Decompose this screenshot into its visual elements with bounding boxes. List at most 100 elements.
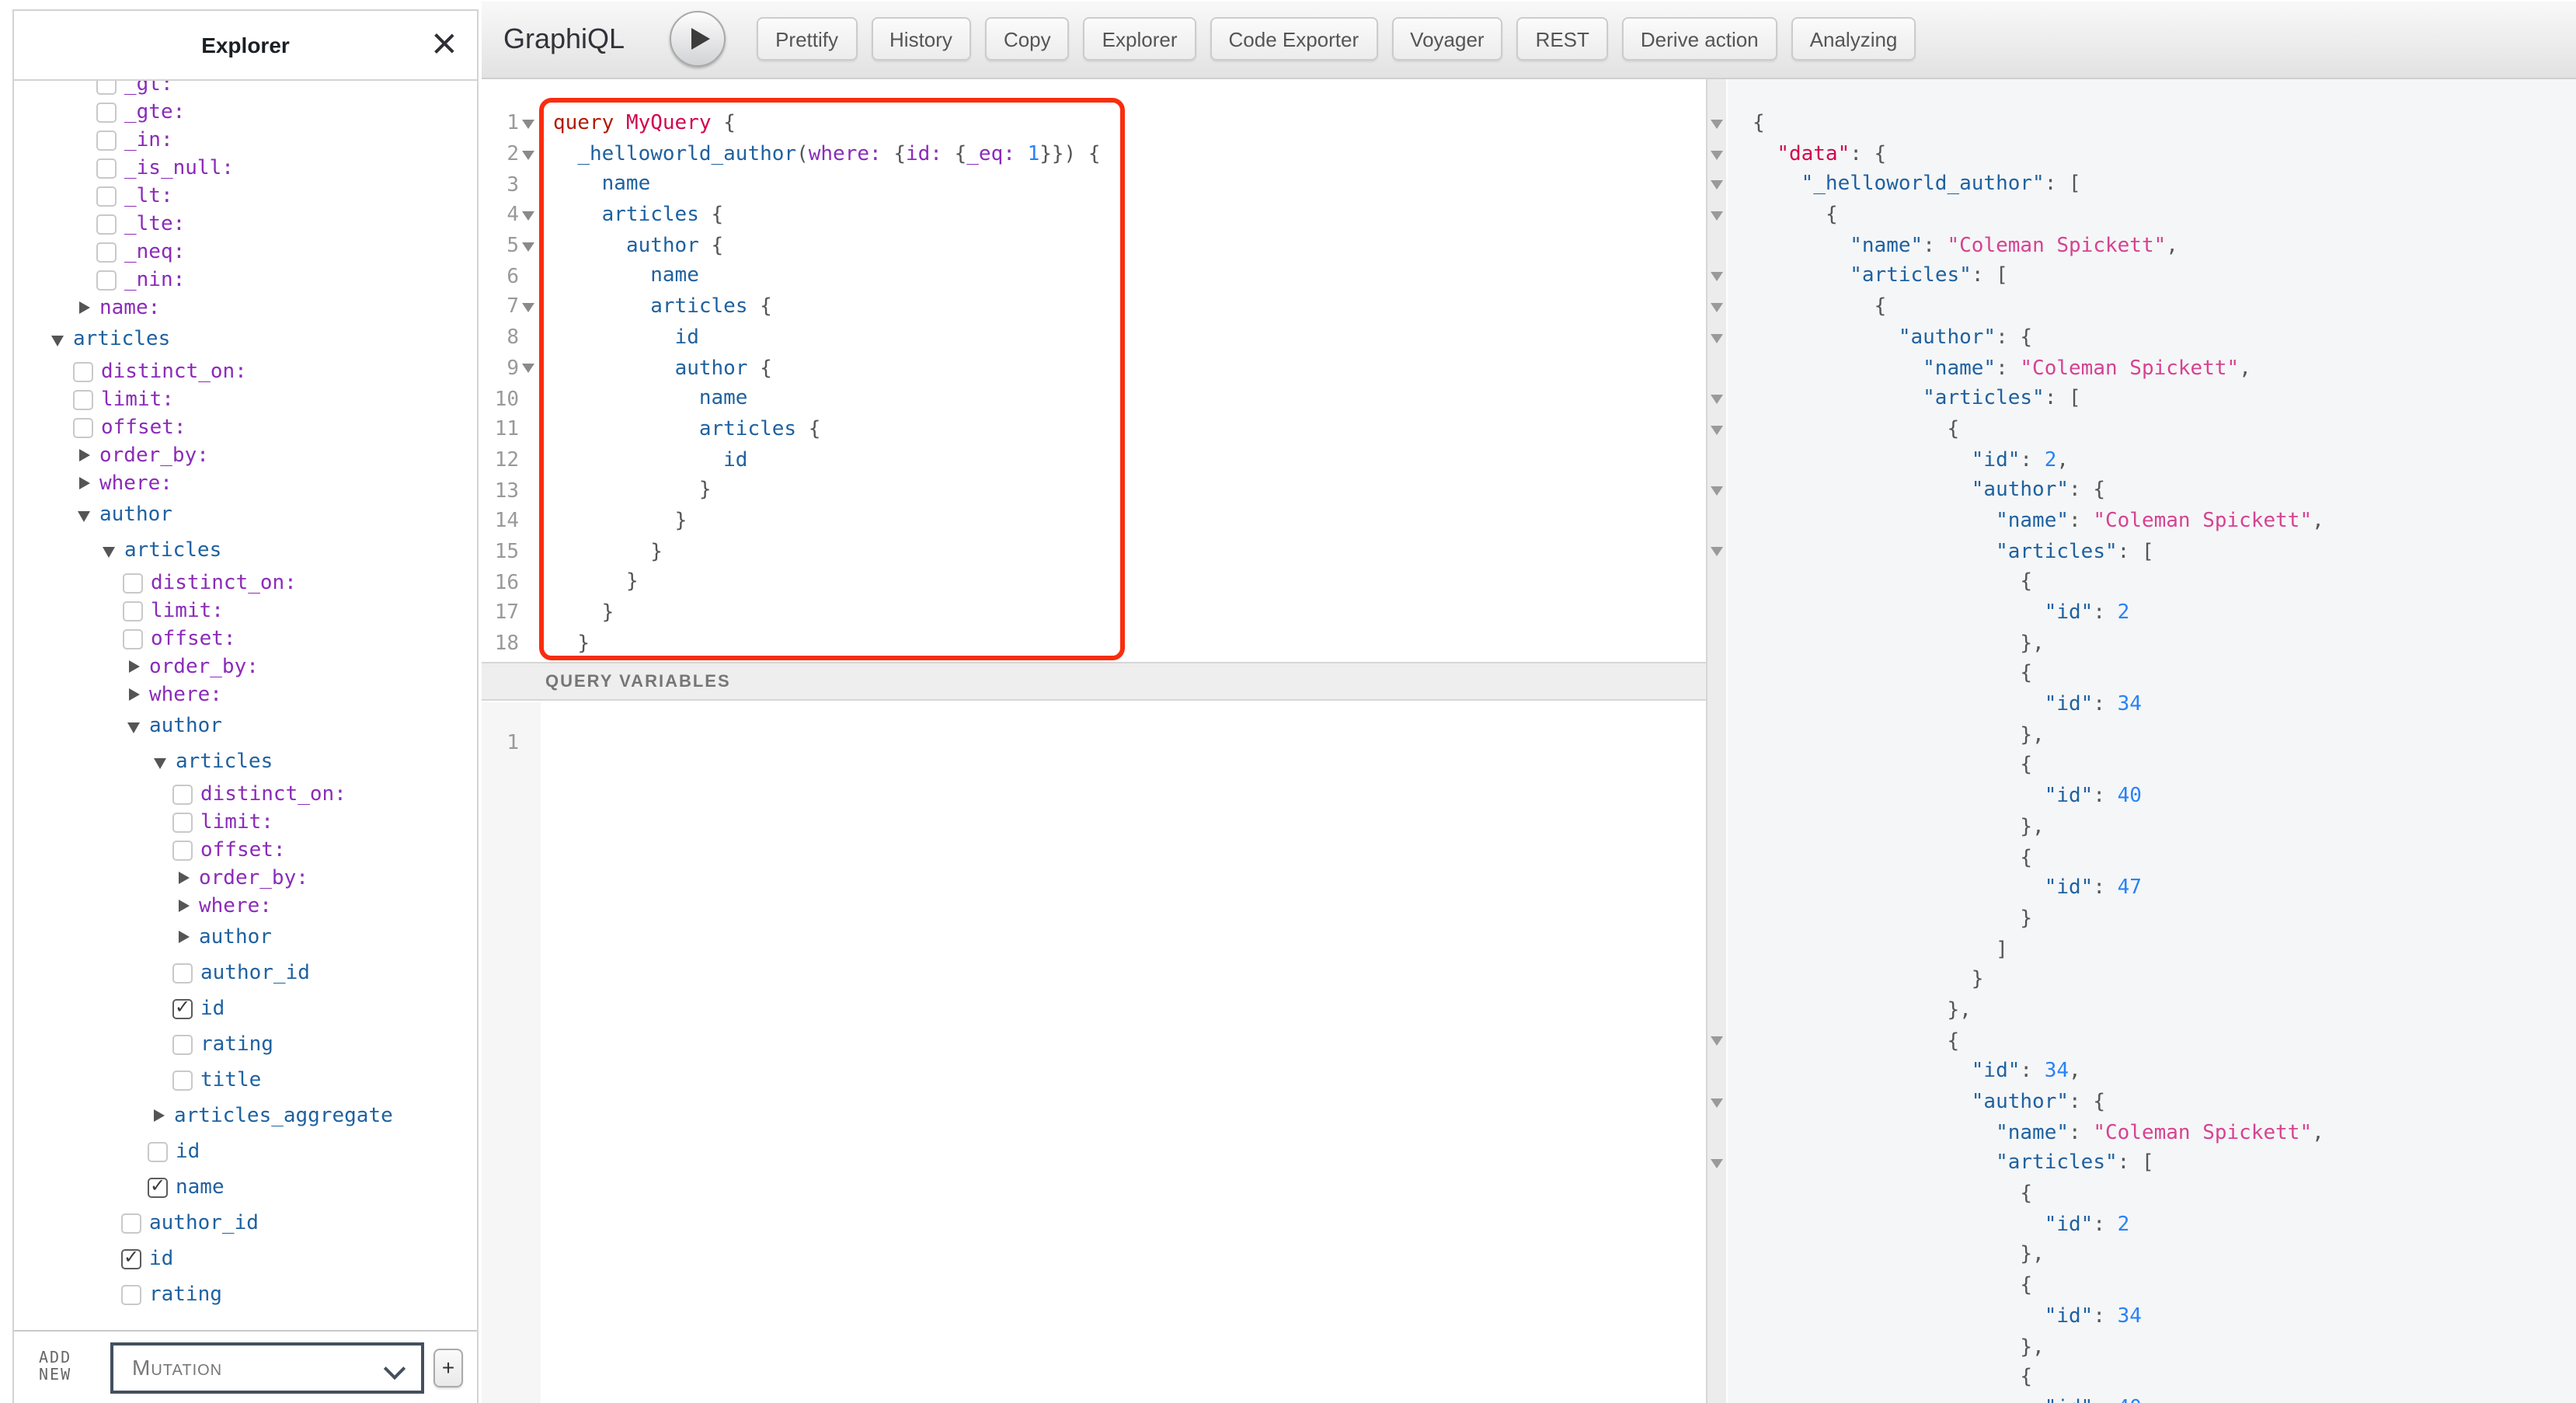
explorer-tree-item[interactable]: distinct_on: — [14, 780, 477, 808]
triangle-down-icon[interactable] — [51, 332, 65, 346]
explorer-tree-item[interactable]: _gt: — [14, 81, 477, 98]
fold-toggle[interactable] — [519, 211, 538, 221]
checkbox-icon[interactable] — [172, 963, 193, 983]
operation-type-select[interactable]: Mutation — [110, 1342, 424, 1393]
explorer-tree-item[interactable]: where: — [14, 469, 477, 497]
checkbox-icon[interactable] — [96, 186, 117, 206]
query-variables-header[interactable]: QUERY VARIABLES — [482, 662, 1706, 701]
checkbox-icon[interactable] — [172, 812, 193, 832]
close-icon[interactable] — [432, 31, 457, 56]
fold-toggle[interactable] — [1707, 262, 1726, 292]
explorer-tree-item[interactable]: _neq: — [14, 238, 477, 266]
explorer-tree-item[interactable]: _lt: — [14, 182, 477, 210]
triangle-right-icon[interactable] — [177, 871, 191, 885]
explorer-tree-item[interactable]: order_by: — [14, 864, 477, 892]
triangle-down-icon[interactable] — [103, 544, 117, 558]
checkbox-icon[interactable] — [121, 1213, 141, 1234]
explorer-tree-item[interactable]: rating — [14, 1027, 477, 1063]
fold-toggle[interactable] — [1707, 139, 1726, 169]
execute-query-button[interactable] — [670, 11, 726, 67]
checkbox-icon[interactable] — [172, 840, 193, 860]
add-operation-button[interactable]: + — [433, 1348, 463, 1387]
explorer-tree-item[interactable]: articles — [14, 744, 477, 780]
explorer-tree-item[interactable]: _is_null: — [14, 154, 477, 182]
fold-toggle[interactable] — [1707, 200, 1726, 231]
toolbar-button-copy[interactable]: Copy — [984, 17, 1070, 61]
checkbox-icon[interactable] — [123, 573, 143, 593]
triangle-down-icon[interactable] — [154, 755, 168, 769]
toolbar-button-prettify[interactable]: Prettify — [757, 17, 858, 61]
query-variables-editor[interactable]: 1 — [482, 702, 1706, 1403]
explorer-tree-item[interactable]: _in: — [14, 126, 477, 154]
triangle-right-icon[interactable] — [152, 1109, 166, 1123]
explorer-tree-item[interactable]: author_id — [14, 1206, 477, 1241]
checkbox-icon[interactable] — [96, 270, 117, 290]
explorer-tree-item[interactable]: limit: — [14, 808, 477, 836]
explorer-tree-item[interactable]: _gte: — [14, 98, 477, 126]
triangle-down-icon[interactable] — [78, 508, 92, 522]
triangle-right-icon[interactable] — [177, 931, 191, 945]
explorer-tree-item[interactable]: articles — [14, 322, 477, 357]
explorer-tree-item[interactable]: title — [14, 1063, 477, 1098]
fold-toggle[interactable] — [1707, 537, 1726, 567]
fold-toggle[interactable] — [1707, 476, 1726, 507]
toolbar-button-code-exporter[interactable]: Code Exporter — [1210, 17, 1378, 61]
fold-toggle[interactable] — [1707, 384, 1726, 414]
explorer-tree-item[interactable]: articles — [14, 533, 477, 569]
explorer-tree-item[interactable]: where: — [14, 892, 477, 920]
checkbox-checked-icon[interactable] — [121, 1246, 141, 1269]
checkbox-icon[interactable] — [123, 628, 143, 649]
toolbar-button-voyager[interactable]: Voyager — [1391, 17, 1503, 61]
fold-toggle[interactable] — [1707, 1026, 1726, 1057]
toolbar-button-explorer[interactable]: Explorer — [1083, 17, 1196, 61]
triangle-right-icon[interactable] — [177, 899, 191, 913]
explorer-tree-item[interactable]: distinct_on: — [14, 569, 477, 597]
explorer-tree-item[interactable]: author — [14, 920, 477, 956]
triangle-right-icon[interactable] — [78, 448, 92, 462]
toolbar-button-rest[interactable]: REST — [1516, 17, 1608, 61]
explorer-tree-item[interactable]: offset: — [14, 413, 477, 441]
explorer-tree-item[interactable]: id — [14, 991, 477, 1027]
checkbox-icon[interactable] — [172, 1071, 193, 1091]
fold-toggle[interactable] — [1707, 1149, 1726, 1179]
explorer-tree-item[interactable]: name — [14, 1170, 477, 1206]
explorer-tree-item[interactable]: articles_aggregate — [14, 1098, 477, 1134]
checkbox-icon[interactable] — [123, 601, 143, 621]
explorer-tree-item[interactable]: offset: — [14, 836, 477, 864]
fold-toggle[interactable] — [519, 302, 538, 312]
toolbar-button-derive-action[interactable]: Derive action — [1621, 17, 1777, 61]
fold-toggle[interactable] — [1707, 170, 1726, 200]
checkbox-icon[interactable] — [121, 1285, 141, 1305]
fold-toggle[interactable] — [1707, 323, 1726, 353]
triangle-down-icon[interactable] — [127, 719, 141, 733]
checkbox-icon[interactable] — [96, 158, 117, 178]
fold-toggle[interactable] — [519, 242, 538, 252]
fold-toggle[interactable] — [519, 150, 538, 160]
explorer-tree-item[interactable]: author — [14, 497, 477, 533]
triangle-right-icon[interactable] — [78, 476, 92, 490]
triangle-right-icon[interactable] — [127, 688, 141, 702]
triangle-right-icon[interactable] — [127, 660, 141, 674]
checkbox-icon[interactable] — [96, 130, 117, 150]
toolbar-button-history[interactable]: History — [871, 17, 971, 61]
explorer-tree-item[interactable]: id — [14, 1134, 477, 1170]
fold-toggle[interactable] — [1707, 109, 1726, 139]
explorer-tree-item[interactable]: distinct_on: — [14, 357, 477, 385]
checkbox-icon[interactable] — [96, 81, 117, 94]
checkbox-icon[interactable] — [96, 102, 117, 122]
explorer-tree-item[interactable]: _nin: — [14, 266, 477, 294]
fold-toggle[interactable] — [519, 364, 538, 374]
explorer-tree-item[interactable]: author_id — [14, 956, 477, 991]
toolbar-button-analyzing[interactable]: Analyzing — [1791, 17, 1916, 61]
query-editor[interactable]: 1 2 3 4 5 6 7 8 9 10 11 12 13 14 15 16 17 18 query MyQuer… — [482, 79, 1706, 662]
explorer-tree-item[interactable]: _lte: — [14, 210, 477, 238]
checkbox-icon[interactable] — [96, 214, 117, 234]
explorer-tree-item[interactable]: name: — [14, 294, 477, 322]
checkbox-icon[interactable] — [96, 242, 117, 262]
triangle-right-icon[interactable] — [78, 301, 92, 315]
explorer-tree-item[interactable]: offset: — [14, 625, 477, 653]
checkbox-checked-icon[interactable] — [148, 1175, 168, 1198]
explorer-tree-item[interactable]: author — [14, 708, 477, 744]
checkbox-icon[interactable] — [172, 1035, 193, 1055]
checkbox-icon[interactable] — [73, 417, 93, 437]
